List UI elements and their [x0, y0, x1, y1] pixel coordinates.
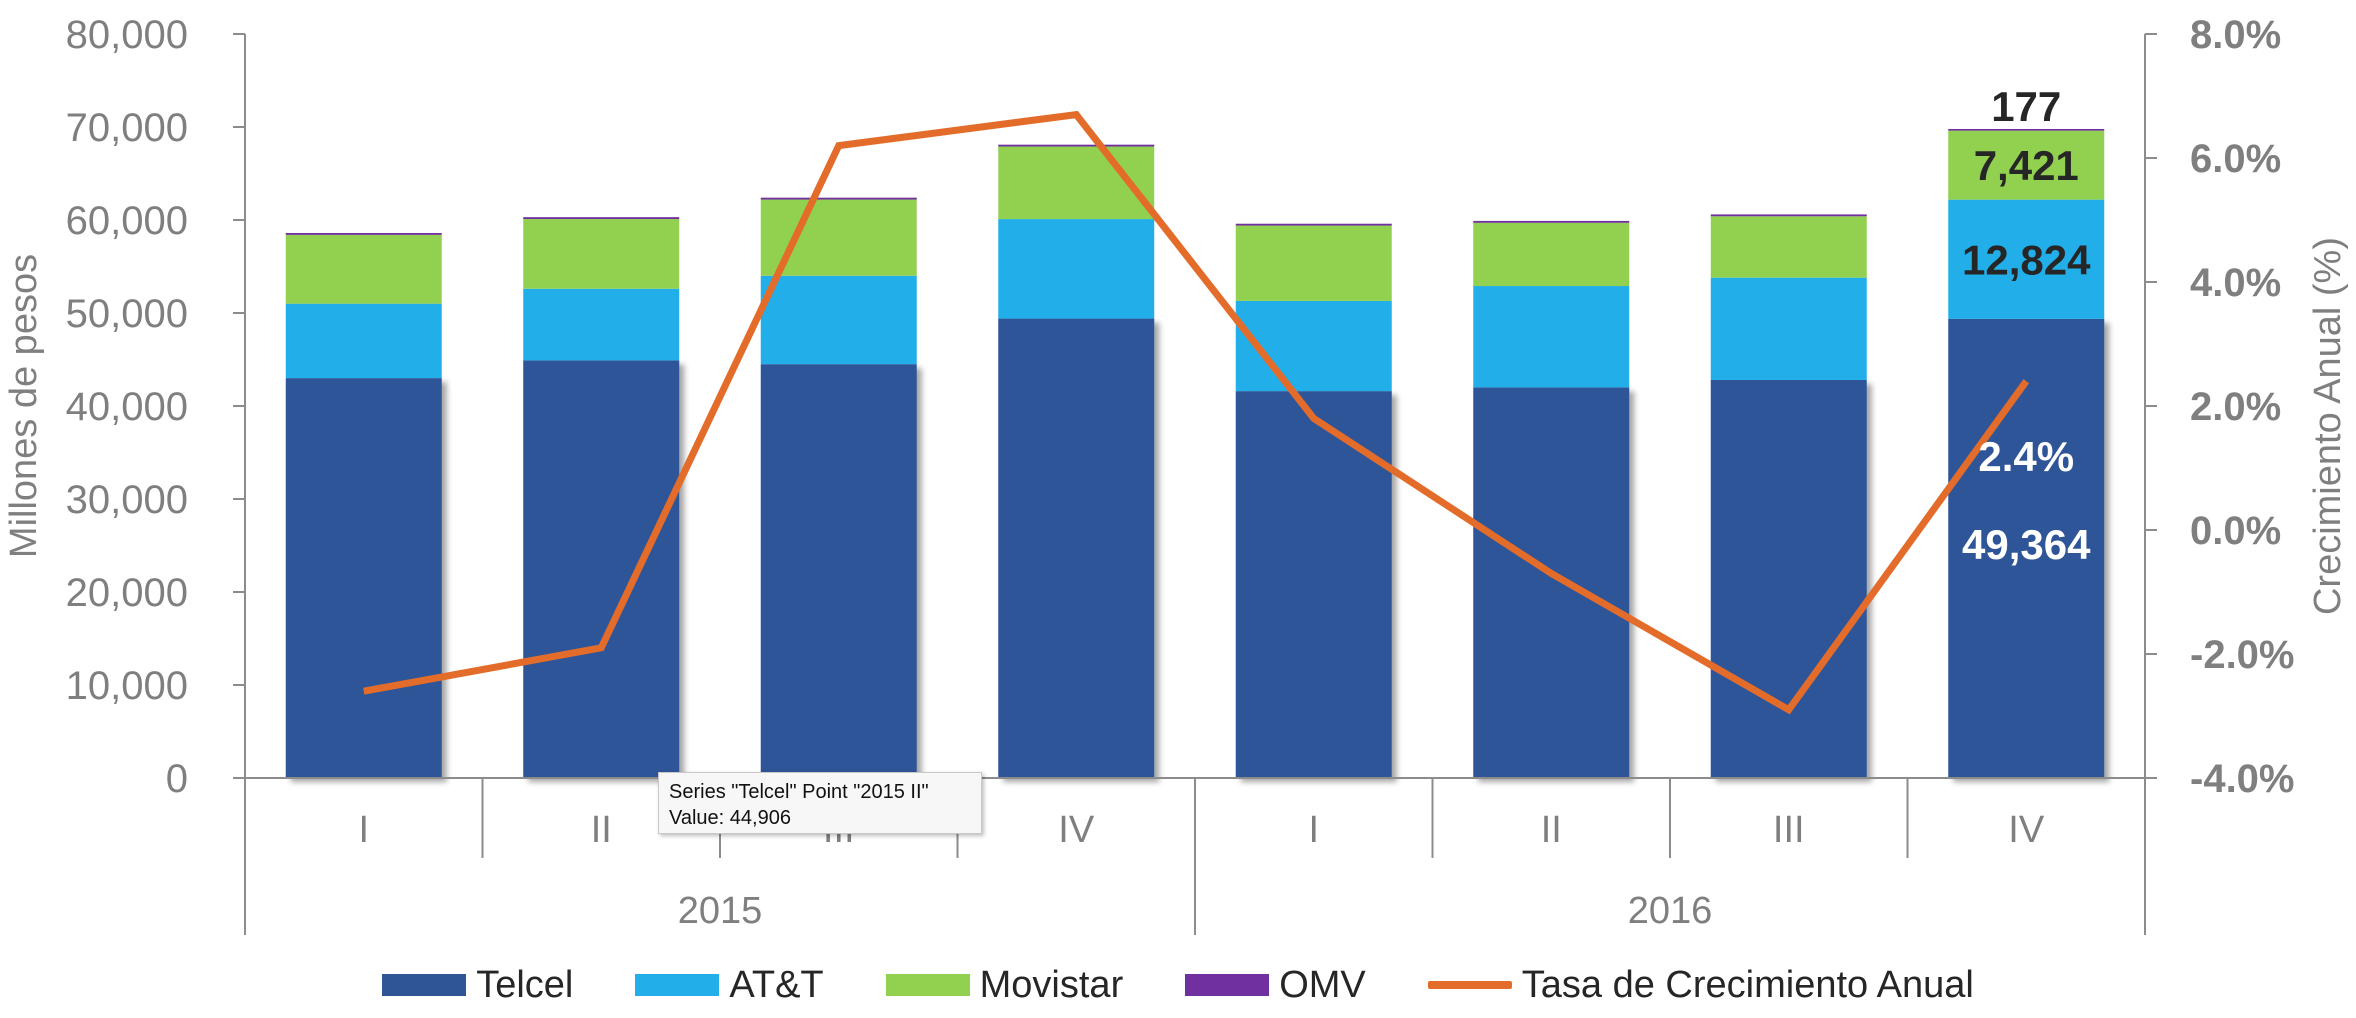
category-label: II — [1541, 809, 1562, 851]
bar-telcel-4 — [1235, 391, 1392, 778]
category-label: IV — [2008, 809, 2045, 851]
category-label: IV — [1058, 809, 1095, 851]
y-tick-label: 60,000 — [66, 199, 188, 243]
y-tick-label: 50,000 — [66, 292, 188, 336]
bar-telcel-3 — [998, 318, 1155, 778]
bar-movistar-6 — [1710, 216, 1867, 278]
y2-tick-label: 6.0% — [2190, 137, 2281, 181]
category-label: I — [1308, 809, 1319, 851]
legend-item-at-t: AT&T — [635, 963, 824, 1007]
bar-movistar-1 — [523, 219, 680, 289]
y2-tick-label: 4.0% — [2190, 261, 2281, 305]
bar-telcel-1 — [523, 360, 680, 778]
y-axis-title: Millones de pesos — [3, 254, 45, 558]
bar-movistar-4 — [1235, 225, 1392, 301]
legend-label: AT&T — [729, 963, 824, 1006]
y2-tick-label: -2.0% — [2190, 633, 2295, 677]
data-label-movistar: 7,421 — [1974, 142, 2079, 189]
tooltip-value-line: Value: 44,906 — [669, 807, 791, 829]
bar-omv-1 — [523, 217, 680, 220]
category-label: III — [1773, 809, 1805, 851]
year-label: 2016 — [1628, 890, 1713, 932]
legend-swatch — [885, 974, 970, 996]
bar-att-0 — [285, 303, 442, 379]
y2-tick-label: -4.0% — [2190, 757, 2295, 801]
data-label-tasa-de-crecimiento-anual: 2.4% — [1978, 433, 2074, 480]
y-tick-label: 40,000 — [66, 385, 188, 429]
data-label-telcel: 49,364 — [1962, 521, 2091, 568]
y-tick-label: 70,000 — [66, 106, 188, 150]
bar-omv-2 — [760, 197, 917, 200]
bar-movistar-5 — [1473, 222, 1630, 287]
bar-telcel-0 — [285, 378, 442, 778]
bar-att-6 — [1710, 277, 1867, 380]
bar-att-3 — [998, 219, 1155, 319]
legend-item-tasa-de-crecimiento-anual: Tasa de Crecimiento Anual — [1427, 963, 1974, 1007]
y-tick-label: 10,000 — [66, 664, 188, 708]
legend: Telcel AT&T Movistar OMV Tasa de Crecimiento… — [0, 955, 2356, 1015]
growth-rate-line — [363, 110, 2030, 715]
axes-layer: 0 10,000 20,000 30,000 40,000 50,000 60,000 70,… — [3, 13, 2349, 935]
bar-omv-6 — [1710, 214, 1867, 217]
legend-swatch — [1427, 981, 1512, 989]
y2-tick-label: 8.0% — [2190, 13, 2281, 57]
category-label: I — [358, 809, 369, 851]
chart: 0 10,000 20,000 30,000 40,000 50,000 60,000 70,… — [3, 13, 2349, 935]
bar-att-1 — [523, 288, 680, 361]
bar-omv-3 — [998, 144, 1155, 147]
y2-tick-label: 2.0% — [2190, 385, 2281, 429]
bar-movistar-7 — [1948, 130, 2105, 200]
legend-label: Tasa de Crecimiento Anual — [1521, 963, 1974, 1006]
bar-att-2 — [760, 275, 917, 365]
bar-omv-7 — [1948, 128, 2105, 131]
tooltip-series-line: Series "Telcel" Point "2015 II" — [669, 781, 929, 803]
bar-att-5 — [1473, 286, 1630, 388]
legend-item-movistar: Movistar — [885, 963, 1124, 1007]
data-label-at-t: 12,824 — [1962, 236, 2091, 283]
legend-swatch — [1185, 974, 1270, 996]
y2-axis-title: Crecimiento Anual (%) — [2307, 237, 2349, 615]
data-labels-layer: 177 7,421 12,824 2.4% 49,364 — [1962, 83, 2091, 568]
bar-omv-0 — [285, 233, 442, 235]
bar-telcel-2 — [760, 364, 917, 778]
y-tick-label: 0 — [166, 757, 188, 801]
growth-line-layer — [363, 110, 2030, 715]
legend-swatch — [382, 974, 467, 996]
bar-att-7 — [1948, 199, 2105, 319]
bar-omv-4 — [1235, 223, 1392, 226]
legend-label: OMV — [1279, 963, 1366, 1006]
bar-telcel-7 — [1948, 318, 2105, 778]
bar-att-4 — [1235, 300, 1392, 392]
y-tick-label: 80,000 — [66, 13, 188, 57]
data-label-omv: 177 — [1991, 83, 2061, 130]
legend-item-telcel: Telcel — [382, 964, 573, 1007]
category-label: II — [591, 809, 612, 851]
y-tick-label: 20,000 — [66, 571, 188, 615]
chart-tooltip: Series "Telcel" Point "2015 II" Value: 4… — [658, 772, 982, 834]
bars-layer — [285, 128, 2105, 778]
bar-telcel-5 — [1473, 387, 1630, 778]
legend-label: Movistar — [979, 963, 1124, 1006]
legend-swatch — [635, 974, 720, 996]
bar-telcel-6 — [1710, 379, 1867, 778]
legend-item-omv: OMV — [1185, 964, 1366, 1007]
legend-label: Telcel — [476, 963, 574, 1006]
year-label: 2015 — [678, 890, 763, 932]
y2-tick-label: 0.0% — [2190, 509, 2281, 553]
y-tick-label: 30,000 — [66, 478, 188, 522]
bar-omv-5 — [1473, 220, 1630, 223]
bar-movistar-0 — [285, 234, 442, 304]
